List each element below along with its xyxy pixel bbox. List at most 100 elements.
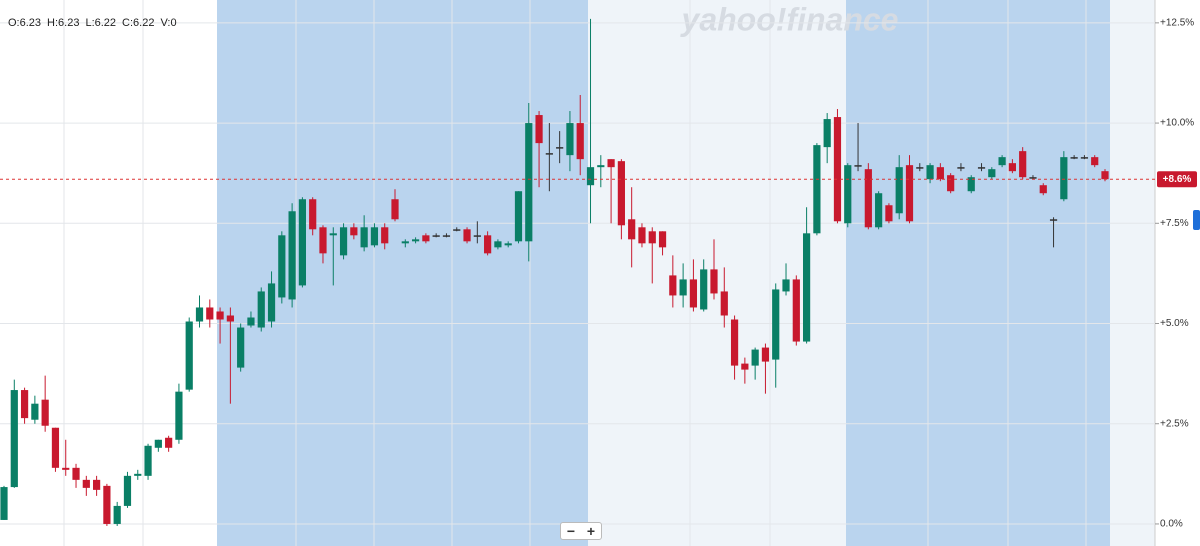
candle-body xyxy=(216,311,224,320)
candle-body xyxy=(741,363,749,370)
candle-body xyxy=(432,235,440,237)
candle-body xyxy=(772,289,780,360)
bg-band xyxy=(217,0,588,546)
last-price-tag xyxy=(1157,171,1197,188)
ohlc-item: C:6.22 xyxy=(122,17,155,29)
ohlc-item: L:6.22 xyxy=(85,17,117,29)
candle-body xyxy=(288,211,296,300)
candle-body xyxy=(185,321,193,390)
candle-body xyxy=(41,399,49,426)
candle-body xyxy=(669,275,677,296)
y-tick-label: 0.0% xyxy=(1160,519,1183,530)
candle-body xyxy=(1080,157,1089,159)
candle-body xyxy=(391,199,399,220)
candle-body xyxy=(154,439,162,448)
candle-body xyxy=(813,145,821,234)
candle-body xyxy=(977,167,986,169)
candle-body xyxy=(967,177,975,192)
candle-body xyxy=(298,199,307,286)
candle-body xyxy=(329,233,337,236)
candle-body xyxy=(607,159,615,168)
candle-body xyxy=(710,269,718,294)
candle-body xyxy=(453,229,461,231)
candle-body xyxy=(566,123,574,156)
candle-body xyxy=(339,227,348,256)
candle-body xyxy=(926,165,934,180)
bg-band xyxy=(1110,0,1155,546)
candle-body xyxy=(463,229,471,242)
candle-body xyxy=(854,165,862,167)
candle-body xyxy=(720,291,728,316)
candle-body xyxy=(360,227,368,248)
candle-body xyxy=(72,467,80,480)
candle-body xyxy=(782,279,790,292)
candle-body xyxy=(226,315,234,322)
candle-body xyxy=(947,175,955,192)
ohlc-item: O:6.23 xyxy=(8,17,42,29)
candle-body xyxy=(658,231,667,248)
candle-body xyxy=(823,119,831,148)
candle-body xyxy=(473,235,481,237)
candle-body xyxy=(833,117,842,222)
candle-body xyxy=(206,307,214,320)
zoom-controls: − + xyxy=(560,522,602,540)
candle-body xyxy=(689,279,698,308)
bg-band xyxy=(846,0,1110,546)
candle-body xyxy=(988,169,996,178)
candle-body xyxy=(1070,157,1078,159)
candle-body xyxy=(1019,151,1027,178)
candle-body xyxy=(247,317,255,326)
candle-body xyxy=(267,283,276,322)
candle-body xyxy=(103,485,111,524)
candle-body xyxy=(844,165,852,224)
candle-body xyxy=(905,165,914,222)
vertical-grid xyxy=(63,0,1087,546)
candle-body xyxy=(10,390,18,488)
candle-body xyxy=(20,390,29,419)
candle-body xyxy=(494,241,502,248)
candle-body xyxy=(195,307,204,322)
candle-body xyxy=(525,123,533,242)
candle-body xyxy=(916,167,924,169)
candle-body xyxy=(144,445,152,476)
candle-body xyxy=(576,123,584,160)
candle-body xyxy=(617,161,625,226)
y-tick-label: +12.5% xyxy=(1160,17,1194,28)
side-tab[interactable] xyxy=(1193,210,1200,230)
candle-body xyxy=(545,153,553,155)
candle-body xyxy=(792,279,800,342)
candle-body xyxy=(802,233,811,342)
zoom-out-button[interactable]: − xyxy=(566,523,576,539)
candle-body xyxy=(51,427,60,468)
candle-body xyxy=(350,227,358,236)
candle-body xyxy=(628,219,636,240)
candle-body xyxy=(175,391,183,440)
y-tick-label: +5.0% xyxy=(1160,318,1189,329)
candle-body xyxy=(165,437,173,448)
candle-body xyxy=(123,475,132,506)
candle-body xyxy=(370,227,379,246)
ohlc-readout: O:6.23 H:6.23 L:6.22 C:6.22 V:0 xyxy=(8,17,183,29)
candle-body xyxy=(864,169,872,228)
candle-body xyxy=(586,167,595,186)
candle-body xyxy=(597,165,605,168)
candle-body xyxy=(257,291,265,328)
candle-body xyxy=(895,167,903,214)
zoom-in-button[interactable]: + xyxy=(586,523,596,539)
candle-body xyxy=(1060,157,1068,200)
candle-body xyxy=(730,319,739,366)
candle-body xyxy=(278,235,286,298)
candle-body xyxy=(237,327,245,368)
candle-body xyxy=(504,243,512,246)
candle-body xyxy=(1008,163,1016,172)
y-tick-label: +2.5% xyxy=(1160,418,1189,429)
candle-body xyxy=(1101,171,1109,180)
candle-body xyxy=(936,167,944,180)
bg-band xyxy=(0,0,217,546)
candle-body xyxy=(1049,219,1058,221)
candle-body xyxy=(442,235,451,237)
candle-body xyxy=(113,505,121,524)
candle-body xyxy=(998,157,1006,166)
